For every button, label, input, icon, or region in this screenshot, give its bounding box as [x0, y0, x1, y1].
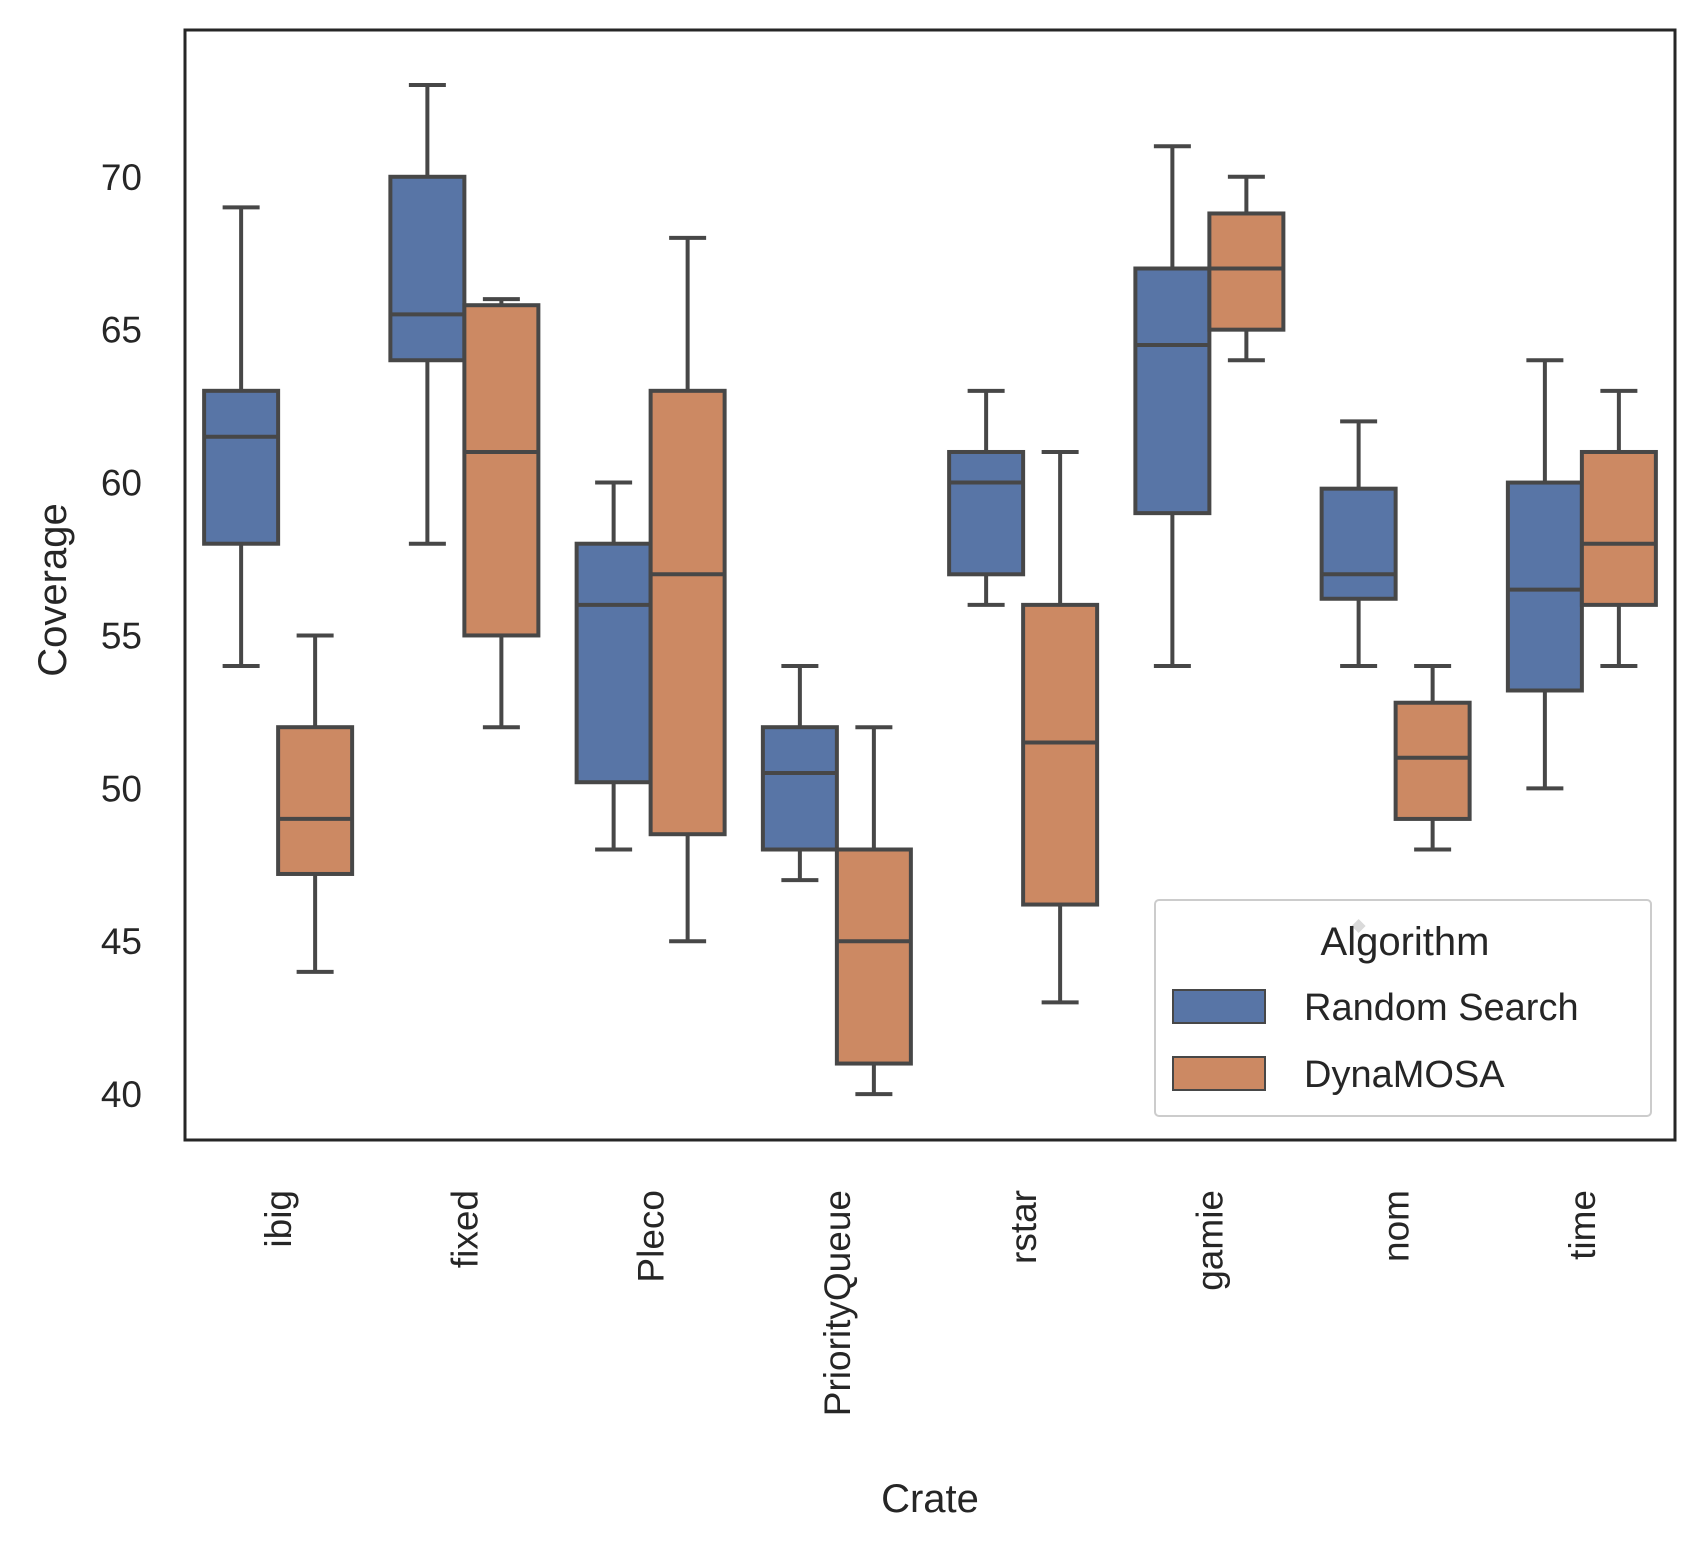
box-dynamosa-nom	[1393, 664, 1472, 852]
series-dynamosa	[276, 174, 1658, 1097]
legend-label-dynamosa: DynaMOSA	[1304, 1054, 1505, 1096]
y-axis-ticks: 40 45 50 55 60 65 70	[101, 157, 142, 1115]
y-tick-label: 55	[101, 615, 142, 656]
box-body	[462, 303, 541, 638]
x-tick-label: PriorityQueue	[817, 1190, 858, 1416]
box-dynamosa-pleco	[648, 235, 727, 944]
box-body	[574, 541, 653, 785]
box-body	[1505, 480, 1584, 693]
legend: Algorithm Random Search DynaMOSA	[1154, 899, 1652, 1117]
box-random-search-priorityqueue	[760, 664, 839, 883]
box-dynamosa-ibig	[276, 633, 355, 974]
x-tick-label: Pleco	[631, 1190, 672, 1283]
box-body	[1207, 211, 1286, 332]
x-tick-label: nom	[1376, 1190, 1417, 1262]
legend-title: Algorithm	[1321, 920, 1490, 964]
y-tick-label: 45	[101, 921, 142, 962]
box-body	[648, 388, 727, 837]
box-dynamosa-priorityqueue	[834, 725, 913, 1097]
legend-frame	[1154, 899, 1652, 1117]
y-tick-label: 65	[101, 310, 142, 351]
box-body	[947, 449, 1026, 577]
box-body	[1133, 266, 1212, 516]
box-dynamosa-rstar	[1021, 449, 1100, 1005]
box-body	[760, 725, 839, 852]
box-random-search-fixed	[388, 83, 467, 546]
box-dynamosa-time	[1579, 388, 1658, 669]
x-tick-label: rstar	[1003, 1190, 1044, 1264]
y-tick-label: 60	[101, 463, 142, 504]
box-body	[276, 725, 355, 876]
box-dynamosa-fixed	[462, 297, 541, 730]
legend-swatch-random-search	[1172, 989, 1266, 1024]
legend-swatch-dynamosa	[1172, 1056, 1266, 1091]
box-random-search-nom	[1319, 419, 1398, 669]
x-axis-label: Crate	[881, 1477, 979, 1521]
x-tick-label: fixed	[444, 1190, 485, 1268]
box-random-search-ibig	[202, 205, 281, 669]
y-tick-label: 70	[101, 157, 142, 198]
box-body	[1021, 602, 1100, 907]
box-random-search-time	[1505, 358, 1584, 791]
box-body	[1319, 486, 1398, 601]
box-body	[388, 174, 467, 363]
y-axis-label: Coverage	[31, 503, 75, 676]
series-random-search	[202, 83, 1584, 883]
box-dynamosa-gamie	[1207, 174, 1286, 363]
x-tick-label: ibig	[258, 1190, 299, 1248]
box-random-search-gamie	[1133, 144, 1212, 669]
plot-frame	[183, 28, 1677, 1142]
box-body	[1579, 449, 1658, 607]
x-axis-ticks: ibig fixed Pleco PriorityQueue rstar gamie nom…	[258, 1190, 1603, 1416]
x-tick-label: time	[1562, 1190, 1603, 1260]
plot-area	[202, 83, 1658, 1097]
box-body	[834, 847, 913, 1066]
x-tick-label: gamie	[1189, 1190, 1230, 1291]
box-random-search-pleco	[574, 480, 653, 852]
box-body	[1393, 700, 1472, 821]
y-tick-label: 40	[101, 1074, 142, 1115]
y-tick-label: 50	[101, 768, 142, 809]
box-random-search-rstar	[947, 388, 1026, 607]
box-body	[202, 388, 281, 546]
legend-label-random-search: Random Search	[1304, 987, 1579, 1029]
